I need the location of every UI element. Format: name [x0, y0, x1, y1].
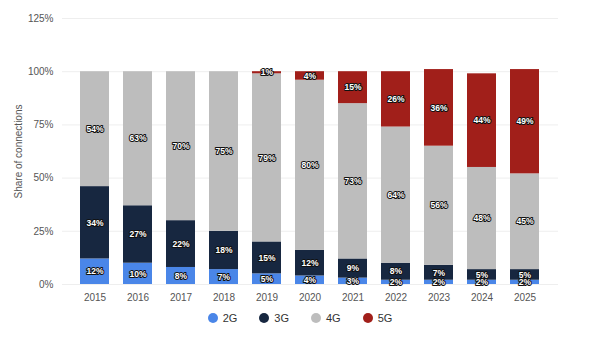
- svg-text:45%: 45%: [516, 216, 533, 226]
- svg-text:80%: 80%: [301, 160, 318, 170]
- svg-text:8%: 8%: [390, 266, 403, 276]
- svg-text:79%: 79%: [258, 153, 275, 163]
- svg-text:34%: 34%: [86, 218, 103, 228]
- svg-text:25%: 25%: [33, 226, 53, 237]
- svg-text:70%: 70%: [172, 141, 189, 151]
- svg-text:1%: 1%: [261, 67, 274, 77]
- svg-text:2023: 2023: [428, 292, 451, 303]
- svg-text:63%: 63%: [129, 133, 146, 143]
- svg-text:Share of connections: Share of connections: [13, 105, 24, 199]
- svg-text:2016: 2016: [127, 292, 150, 303]
- svg-text:8%: 8%: [175, 271, 188, 281]
- svg-text:15%: 15%: [258, 253, 275, 263]
- svg-text:3%: 3%: [347, 276, 360, 286]
- svg-text:2022: 2022: [385, 292, 408, 303]
- html-text:5G: 5G: [377, 312, 393, 324]
- svg-text:22%: 22%: [172, 239, 189, 249]
- svg-text:9%: 9%: [347, 263, 360, 273]
- svg-text:2017: 2017: [170, 292, 193, 303]
- svg-text:50%: 50%: [33, 172, 53, 183]
- svg-text:5%: 5%: [261, 274, 274, 284]
- svg-text:2021: 2021: [342, 292, 365, 303]
- html-text:2G: 2G: [222, 312, 238, 324]
- svg-text:12%: 12%: [86, 266, 103, 276]
- svg-text:49%: 49%: [516, 116, 533, 126]
- svg-text:75%: 75%: [215, 146, 232, 156]
- html-text:4G: 4G: [326, 312, 341, 324]
- svg-text:5%: 5%: [519, 270, 532, 280]
- svg-text:4%: 4%: [304, 275, 317, 285]
- svg-text:27%: 27%: [129, 229, 146, 239]
- svg-text:0%: 0%: [39, 279, 54, 290]
- svg-text:2018: 2018: [213, 292, 236, 303]
- svg-text:5%: 5%: [476, 270, 489, 280]
- svg-text:10%: 10%: [129, 269, 146, 279]
- svg-text:15%: 15%: [344, 82, 361, 92]
- svg-text:2025: 2025: [514, 292, 537, 303]
- svg-text:2%: 2%: [518, 277, 532, 288]
- svg-text:2020: 2020: [299, 292, 322, 303]
- svg-text:36%: 36%: [430, 103, 447, 113]
- svg-text:64%: 64%: [387, 190, 404, 200]
- svg-text:7%: 7%: [218, 272, 231, 282]
- svg-text:125%: 125%: [28, 13, 54, 24]
- svg-text:100%: 100%: [28, 66, 54, 77]
- svg-text:2%: 2%: [390, 277, 403, 287]
- svg-text:18%: 18%: [215, 245, 232, 255]
- svg-text:2024: 2024: [471, 292, 494, 303]
- svg-text:2%: 2%: [433, 277, 446, 287]
- svg-text:44%: 44%: [473, 115, 490, 125]
- svg-text:56%: 56%: [430, 200, 447, 210]
- svg-text:4%: 4%: [304, 71, 317, 81]
- svg-text:26%: 26%: [387, 94, 404, 104]
- svg-text:73%: 73%: [344, 176, 361, 186]
- svg-text:2%: 2%: [475, 277, 489, 288]
- svg-text:75%: 75%: [33, 119, 53, 130]
- svg-text:12%: 12%: [301, 258, 318, 268]
- svg-text:54%: 54%: [86, 124, 103, 134]
- svg-text:7%: 7%: [433, 268, 446, 278]
- svg-text:2015: 2015: [84, 292, 107, 303]
- svg-text:2019: 2019: [256, 292, 279, 303]
- html-text:3G: 3G: [274, 312, 289, 324]
- svg-text:48%: 48%: [473, 213, 490, 223]
